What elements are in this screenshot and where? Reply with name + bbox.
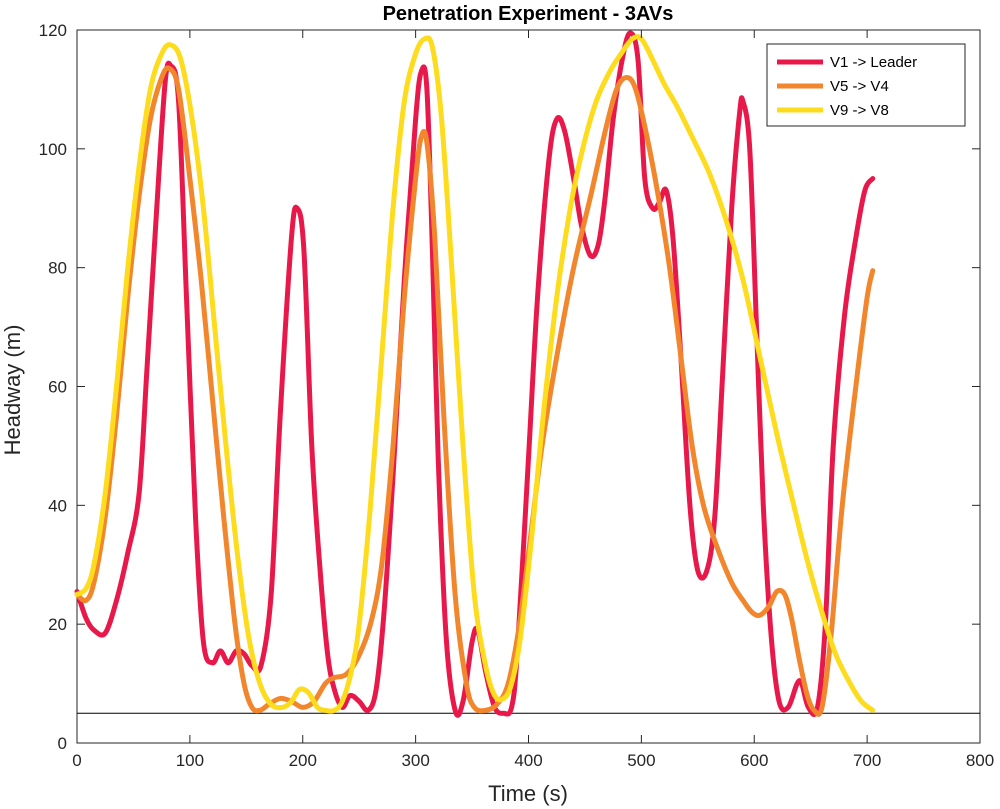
y-tick-label: 120 xyxy=(39,21,67,40)
x-tick-label: 600 xyxy=(740,751,768,770)
y-axis-label: Headway (m) xyxy=(0,325,25,456)
legend: V1 -> Leader V5 -> V4 V9 -> V8 xyxy=(766,43,966,127)
legend-label: V1 -> Leader xyxy=(830,54,917,71)
chart-title: Penetration Experiment - 3AVs xyxy=(383,3,674,25)
y-tick-label: 40 xyxy=(48,496,67,515)
x-tick-label: 200 xyxy=(289,751,317,770)
y-tick-label: 100 xyxy=(39,140,67,159)
x-tick-label: 800 xyxy=(966,751,994,770)
series-layer xyxy=(74,30,876,718)
y-tick-label: 20 xyxy=(48,615,67,634)
series-line-1 xyxy=(74,30,876,718)
x-tick-label: 0 xyxy=(72,751,81,770)
y-tick-label: 0 xyxy=(58,734,67,753)
legend-label: V5 -> V4 xyxy=(830,78,889,95)
series-line-3 xyxy=(74,34,876,714)
x-tick-label: 300 xyxy=(401,751,429,770)
x-tick-label: 100 xyxy=(176,751,204,770)
y-tick-label: 80 xyxy=(48,259,67,278)
x-tick-label: 700 xyxy=(853,751,881,770)
x-axis-label: Time (s) xyxy=(488,781,568,806)
x-tick-label: 400 xyxy=(514,751,542,770)
legend-label: V9 -> V8 xyxy=(830,102,889,119)
tick-labels: 0 100 200 300 400 500 600 700 800 0 20 40 60 80 100 120 xyxy=(39,21,995,770)
series-line-2 xyxy=(74,65,876,717)
x-tick-label: 500 xyxy=(627,751,655,770)
y-tick-label: 60 xyxy=(48,378,67,397)
